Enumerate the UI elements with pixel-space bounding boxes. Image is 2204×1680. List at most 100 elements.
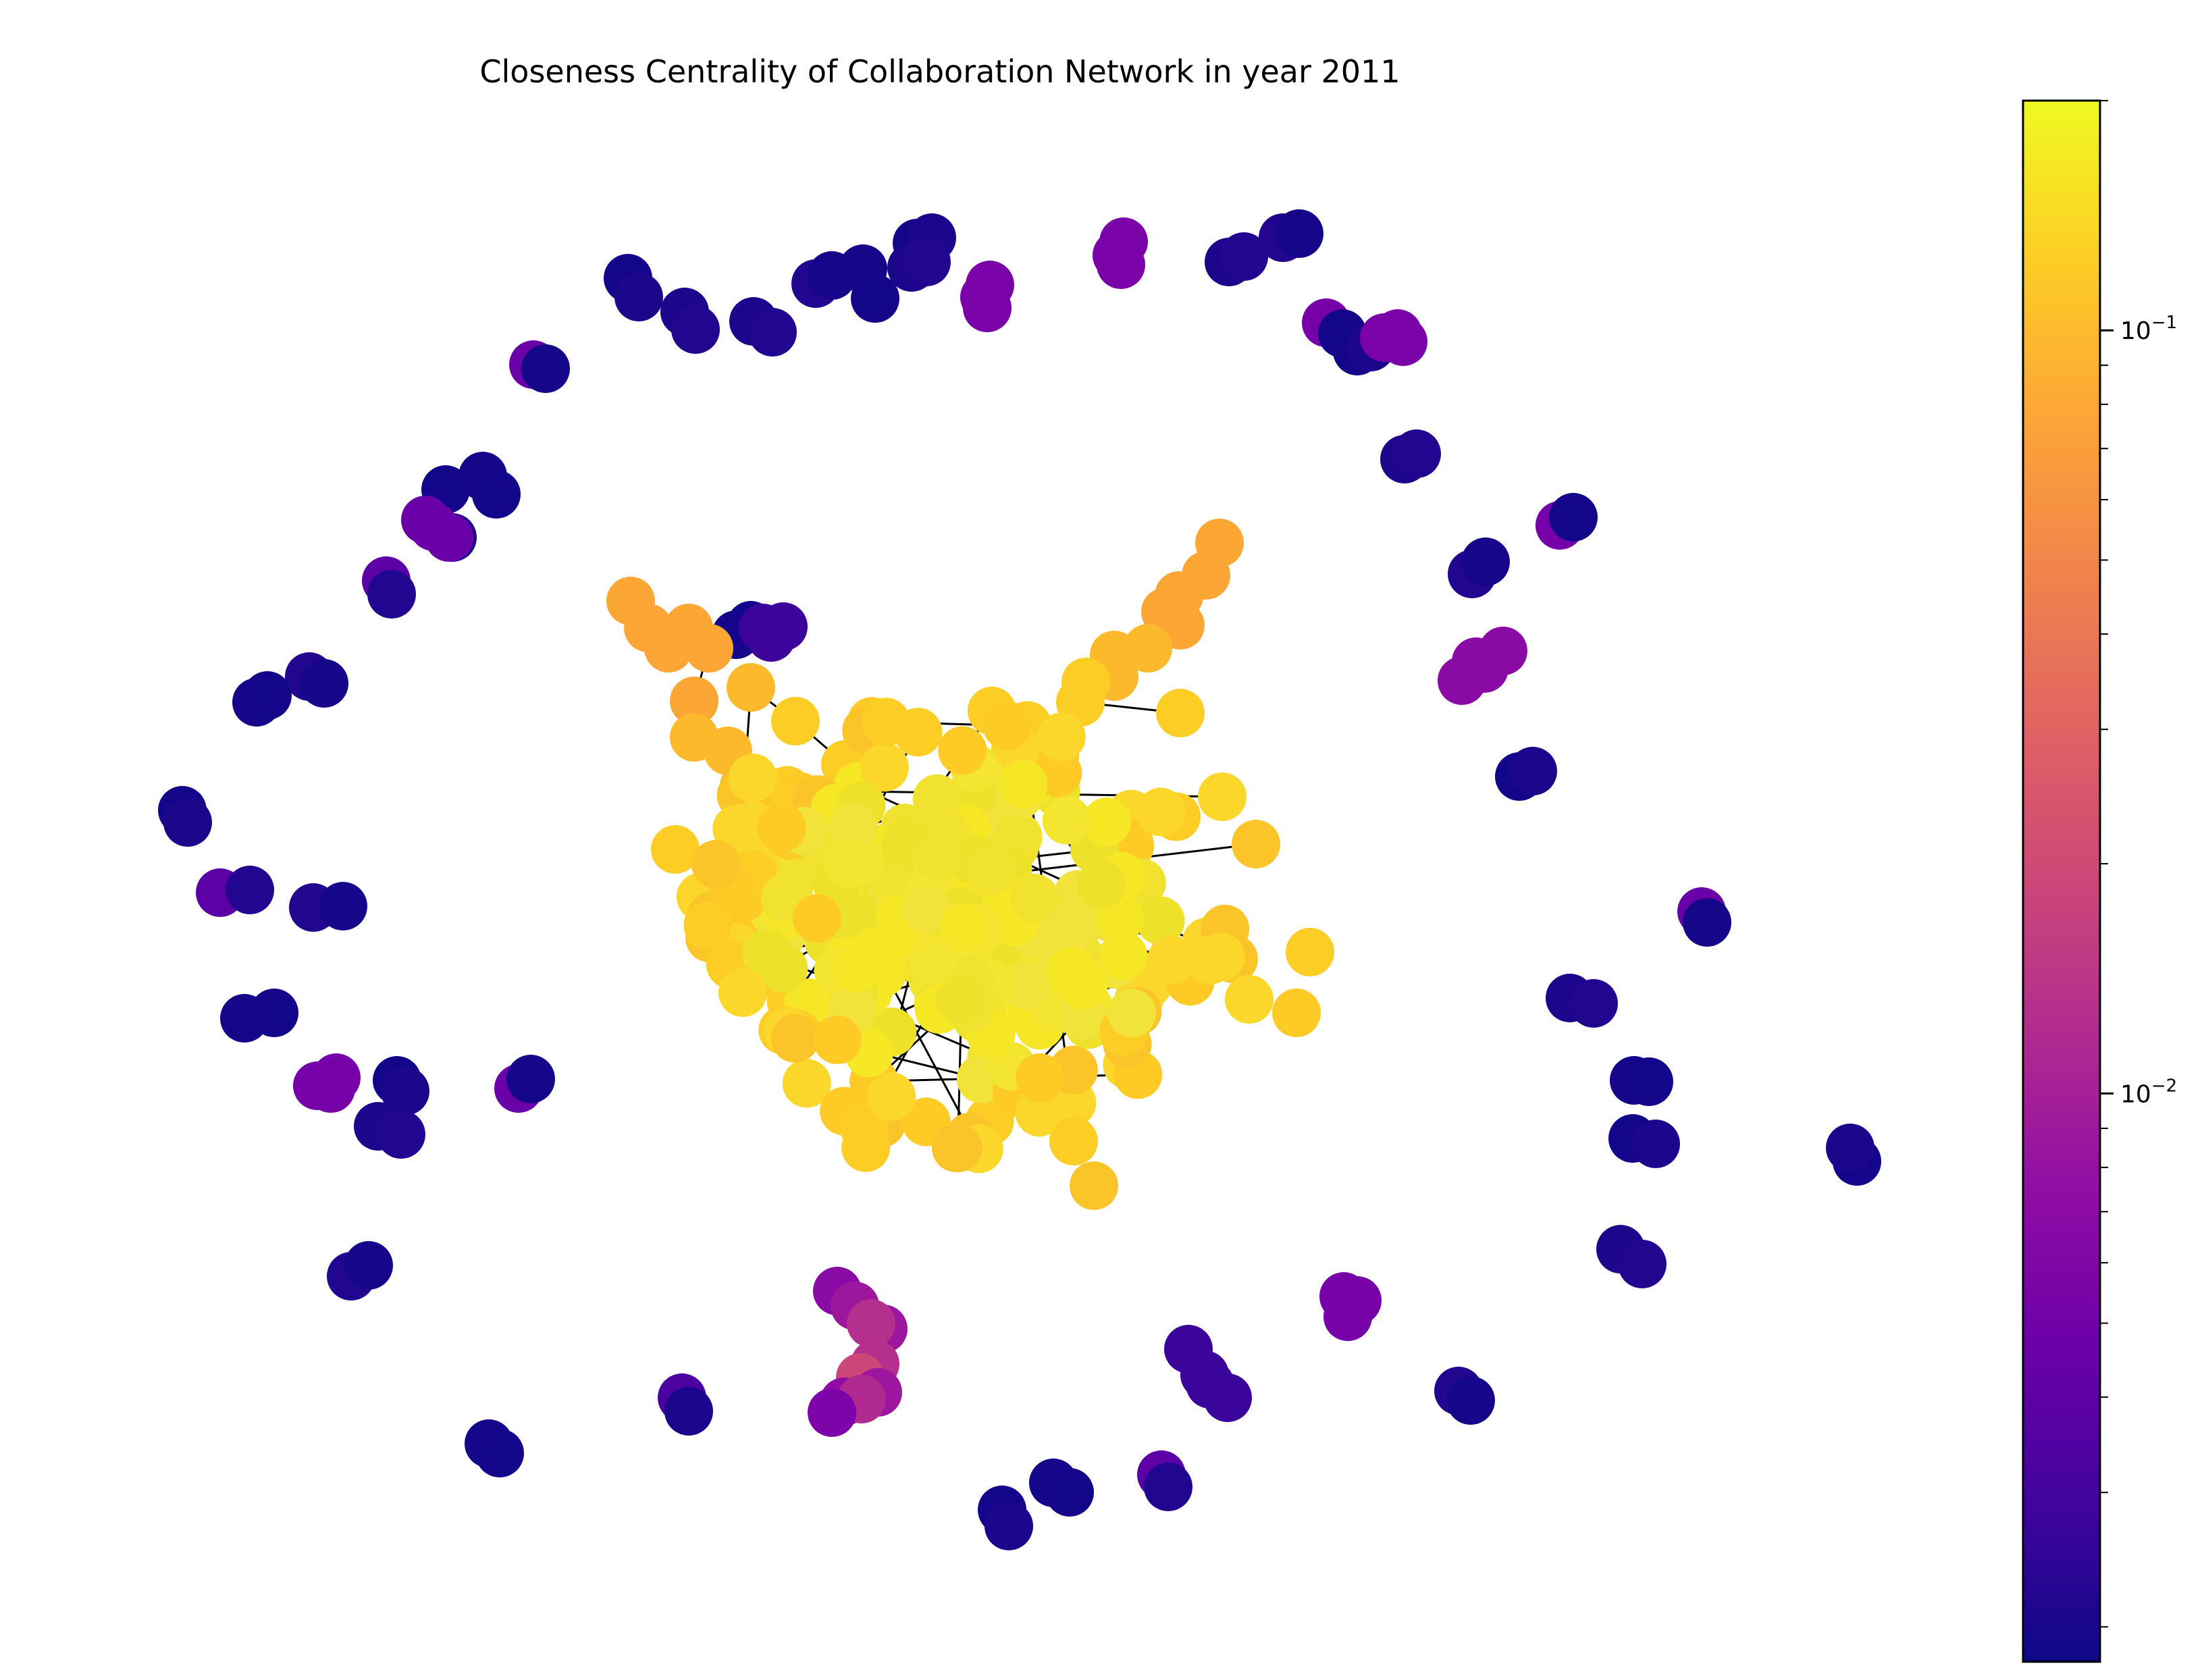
network-node bbox=[1045, 1468, 1094, 1517]
network-node bbox=[1569, 979, 1618, 1028]
network-node bbox=[914, 832, 963, 881]
network-node bbox=[742, 929, 791, 978]
network-node bbox=[1156, 689, 1205, 737]
network-node bbox=[833, 944, 882, 993]
network-node bbox=[1047, 947, 1096, 996]
network-node bbox=[1099, 931, 1148, 980]
network-node bbox=[367, 570, 416, 619]
network-node bbox=[963, 284, 1012, 332]
colorbar-frame bbox=[2022, 99, 2101, 1663]
network-node bbox=[851, 274, 899, 323]
network-node bbox=[770, 1014, 820, 1063]
network-node bbox=[521, 344, 570, 393]
network-node bbox=[1015, 1088, 1064, 1137]
network-node bbox=[1186, 935, 1235, 985]
network-node bbox=[1219, 232, 1268, 281]
colorbar: 10−1 10−2 bbox=[2022, 99, 2177, 1663]
network-node bbox=[1042, 795, 1091, 845]
colorbar-tick-label: 10−2 bbox=[2120, 1076, 2177, 1108]
network-node bbox=[300, 659, 348, 708]
network-node bbox=[1232, 820, 1280, 868]
network-node bbox=[847, 1299, 895, 1348]
network-node bbox=[1198, 772, 1247, 821]
network-node bbox=[670, 677, 718, 725]
network-node bbox=[377, 1110, 425, 1159]
network-node bbox=[1631, 1120, 1680, 1168]
network-node bbox=[1683, 898, 1731, 947]
network-node bbox=[985, 1502, 1033, 1550]
network-node bbox=[1625, 1057, 1673, 1106]
network-node bbox=[1049, 1117, 1098, 1165]
network-node bbox=[250, 989, 298, 1037]
network-node bbox=[935, 974, 985, 1023]
network-node bbox=[651, 825, 700, 874]
network-node bbox=[727, 663, 775, 712]
network-node bbox=[908, 935, 957, 984]
network-node bbox=[1097, 240, 1145, 289]
network-node bbox=[1107, 989, 1156, 1038]
network-node bbox=[912, 774, 962, 823]
network-node bbox=[381, 1067, 429, 1115]
network-node bbox=[902, 885, 951, 935]
network-node bbox=[243, 671, 292, 720]
network-node bbox=[748, 308, 797, 357]
chart-title: Closeness Centrality of Collaboration Ne… bbox=[479, 53, 1400, 90]
network-node bbox=[1323, 1292, 1372, 1341]
network-node bbox=[475, 1429, 524, 1477]
network-node bbox=[312, 1053, 361, 1102]
network-node bbox=[902, 238, 951, 286]
network-node bbox=[1144, 1463, 1192, 1511]
network-node bbox=[867, 1072, 916, 1121]
network-node bbox=[344, 1241, 393, 1290]
network-node bbox=[1037, 712, 1086, 762]
network-node bbox=[757, 803, 806, 852]
network-node bbox=[860, 743, 909, 792]
network-node bbox=[967, 847, 1016, 896]
network-node bbox=[1286, 928, 1334, 976]
network-node bbox=[712, 804, 762, 854]
network-node bbox=[1016, 1053, 1064, 1102]
network-node bbox=[425, 513, 473, 562]
network-node bbox=[1047, 901, 1097, 951]
network-node bbox=[771, 697, 820, 745]
network-node bbox=[1272, 989, 1321, 1037]
network-node bbox=[472, 470, 521, 519]
network-node bbox=[747, 613, 795, 662]
network-node bbox=[226, 866, 274, 914]
network-node bbox=[1275, 209, 1323, 258]
network-node bbox=[1618, 1240, 1667, 1288]
colorbar-tick-label: 10−1 bbox=[2120, 313, 2177, 345]
network-node bbox=[939, 902, 989, 951]
network-node bbox=[822, 839, 872, 888]
network-node bbox=[813, 1016, 862, 1064]
network-node bbox=[932, 1124, 980, 1172]
network-node bbox=[1010, 874, 1059, 922]
network-node bbox=[1549, 493, 1598, 542]
colorbar-ticks: 10−1 10−2 bbox=[2100, 100, 2177, 1628]
network-node bbox=[938, 726, 987, 775]
network-node bbox=[1373, 309, 1422, 358]
network-node bbox=[664, 1387, 713, 1436]
network-node bbox=[861, 698, 910, 747]
network-node bbox=[982, 701, 1032, 750]
network-node bbox=[1461, 537, 1510, 586]
network-node bbox=[1446, 1376, 1495, 1425]
network-node bbox=[728, 754, 777, 803]
network-node bbox=[506, 1055, 555, 1103]
colorbar-gradient bbox=[2023, 101, 2100, 1662]
network-node bbox=[671, 305, 720, 354]
network-node bbox=[319, 882, 367, 930]
network-node bbox=[1077, 860, 1126, 909]
network-node bbox=[829, 802, 878, 851]
network-node bbox=[782, 1059, 831, 1108]
network-node bbox=[614, 273, 663, 321]
network-node bbox=[1508, 747, 1557, 795]
network-node bbox=[1147, 935, 1196, 985]
network-nodes bbox=[158, 209, 1881, 1550]
network-node bbox=[793, 894, 841, 943]
network-node bbox=[1136, 787, 1185, 837]
network-node bbox=[1225, 975, 1274, 1024]
network-node bbox=[1826, 1124, 1874, 1172]
network-node bbox=[718, 968, 767, 1017]
